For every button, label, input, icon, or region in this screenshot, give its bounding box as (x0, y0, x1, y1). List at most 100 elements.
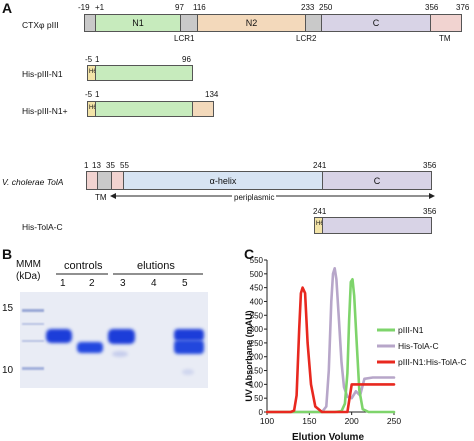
hisn1plus-pos-one: 1 (95, 90, 100, 99)
band-lane-5b (174, 340, 204, 354)
ctx-n1-label: N1 (132, 18, 144, 28)
tola-pos-13: 13 (92, 161, 101, 170)
gel-filtration-chart: 100 150 200 250 0 50 100 150 200 250 300 350 400 450 5… (244, 256, 466, 441)
gel-lane-4: 4 (151, 278, 157, 289)
gel-mmm-label: MMM (16, 259, 41, 270)
y-tick-label: 250 (250, 339, 264, 348)
tola-pos-35: 35 (106, 161, 115, 170)
gel-lane-5: 5 (182, 278, 188, 289)
gel-marker-15: 15 (2, 303, 14, 314)
y-tick-label: 300 (250, 325, 264, 334)
legend-entry: His-TolA-C (398, 341, 439, 351)
histola-pos-end: 356 (423, 207, 437, 216)
band-lane-2 (77, 342, 103, 353)
ctx-n2-label: N2 (245, 18, 258, 28)
series-line-his-tola-c (265, 266, 396, 414)
ctx-pos-376: 376 (456, 3, 470, 12)
periplasmic-label: periplasmic (232, 193, 277, 202)
tola-pos-241: 241 (313, 161, 327, 170)
y-tick-label: 200 (250, 353, 264, 362)
histola-tag-label: H6 (316, 221, 324, 227)
hisn1-pos-end: 96 (182, 55, 191, 64)
chart-ticks: 100 150 200 250 0 50 100 150 200 250 300 350 400 450 5… (250, 256, 402, 426)
histola-c-segment (322, 217, 432, 234)
gel-elutions-label: elutions (137, 260, 175, 272)
ctx-lcr1-segment (180, 14, 198, 32)
elutions-bracket (113, 273, 203, 275)
gel-lane-2: 2 (89, 278, 95, 289)
ctx-n1-segment: N1 (95, 14, 181, 32)
controls-bracket (56, 273, 108, 275)
ctx-pos-233: 233 (301, 3, 315, 12)
ctx-pos-116: 116 (193, 3, 206, 12)
gel-controls-label: controls (64, 260, 103, 272)
y-tick-label: 350 (250, 311, 264, 320)
histola-pos-start: 241 (313, 207, 327, 216)
gel-kda-label: (kDa) (16, 271, 41, 282)
y-tick-label: 500 (250, 270, 264, 279)
panel-b-letter: B (2, 246, 13, 262)
hisn1plus-pos-end: 134 (205, 90, 219, 99)
legend-entry: pIII-N1:His-TolA-C (398, 357, 466, 367)
y-tick-label: 50 (254, 394, 263, 403)
hisn1-pos-one: 1 (95, 55, 100, 64)
sds-page-gel (20, 292, 208, 388)
tola-c-label: C (373, 176, 381, 186)
gel-marker-10: 10 (2, 365, 14, 376)
ctx-pos-97: 97 (175, 3, 184, 12)
hisn1-tag-label: H6 (89, 69, 97, 75)
x-tick-label: 100 (260, 416, 274, 426)
y-tick-label: 100 (250, 380, 264, 389)
ctx-lcr2-label: LCR2 (296, 34, 317, 43)
hisn1-pos-start: -5 (85, 55, 93, 64)
series-line-piii-n1-his-tola-c (265, 286, 396, 414)
hisn1plus-n1-segment (95, 101, 193, 117)
y-tick-label: 0 (259, 408, 264, 417)
tola-pos-356: 356 (423, 161, 437, 170)
chart-x-axis-label: Elution Volume (292, 432, 364, 441)
chart-lines (265, 266, 396, 414)
hisn1plus-tag-label: H6 (89, 105, 97, 111)
ctx-pos-250: 250 (319, 3, 333, 12)
ctx-pos-plus1: +1 (95, 3, 105, 12)
hisn1-label: His-pIII-N1 (22, 69, 63, 79)
ctx-pos-356: 356 (425, 3, 439, 12)
band-lane-1 (46, 329, 72, 343)
hisn1plus-pos-start: -5 (85, 90, 93, 99)
ctx-label: CTXφ pIII (22, 20, 59, 30)
hisn1plus-extra-segment (192, 101, 214, 117)
ctx-lcr2-segment (305, 14, 322, 32)
series-line-piii-n1 (265, 277, 396, 414)
y-tick-label: 150 (250, 367, 264, 376)
y-tick-label: 400 (250, 297, 264, 306)
histola-label: His-TolA-C (22, 222, 63, 232)
gel-lane-3: 3 (120, 278, 126, 289)
x-tick-label: 150 (302, 416, 316, 426)
y-tick-label: 550 (250, 256, 264, 265)
marker-lane (22, 309, 44, 370)
tola-helix-label: α-helix (209, 176, 237, 186)
panel-a-letter: A (2, 0, 13, 16)
tola-pos-1: 1 (84, 161, 89, 170)
tola-pos-55: 55 (120, 161, 129, 170)
ctx-n2-segment: N2 (197, 14, 306, 32)
y-tick-label: 450 (250, 284, 264, 293)
tola-c-segment: C (322, 171, 432, 190)
ctx-tm-segment (430, 14, 462, 32)
tola-tm-label: TM (95, 193, 107, 202)
tola-helix-segment: α-helix (123, 171, 323, 190)
panel-c-letter: C (244, 246, 255, 262)
band-lane-5a (174, 329, 204, 341)
hisn1plus-label: His-pIII-N1+ (22, 106, 68, 116)
x-tick-label: 200 (345, 416, 359, 426)
legend-entry: pIII-N1 (398, 325, 424, 335)
chart-legend: pIII-N1 His-TolA-C pIII-N1:His-TolA-C (377, 325, 466, 367)
ctx-c-segment: C (321, 14, 431, 32)
x-tick-label: 250 (387, 416, 401, 426)
ctx-c-label: C (372, 18, 380, 28)
tola-tm-segment (97, 171, 112, 190)
tola-label: V. cholerae TolA (2, 177, 64, 187)
band-lane-3 (108, 329, 135, 344)
chart-y-axis-label: UV Absorbane (mAU) (244, 310, 254, 401)
ctx-lcr1-label: LCR1 (174, 34, 195, 43)
